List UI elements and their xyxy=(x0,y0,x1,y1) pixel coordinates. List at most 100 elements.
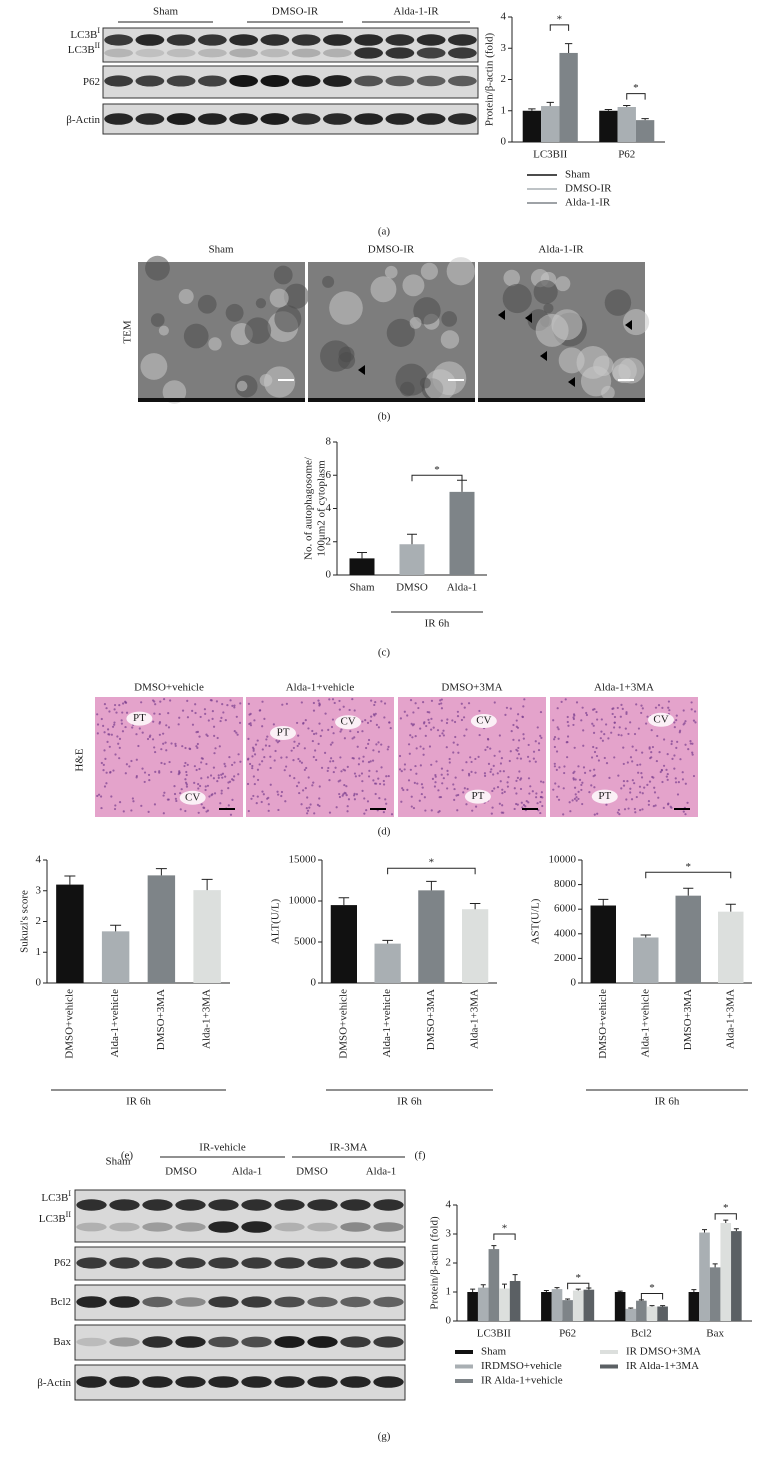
he-nucleus xyxy=(361,720,364,723)
blot-band xyxy=(291,48,321,58)
panel-label: (c) xyxy=(378,647,391,659)
he-nucleus xyxy=(629,791,632,794)
he-nucleus xyxy=(195,768,198,772)
row-label: β-Actin xyxy=(66,114,100,126)
he-nucleus xyxy=(186,716,190,719)
he-nucleus xyxy=(204,788,207,792)
blot-band xyxy=(416,75,446,87)
he-nucleus xyxy=(412,806,416,810)
he-nucleus xyxy=(212,766,216,769)
he-nucleus xyxy=(269,755,272,758)
he-nucleus xyxy=(490,768,493,771)
blot-band xyxy=(104,48,133,58)
he-nucleus xyxy=(343,737,346,740)
he-nucleus xyxy=(380,766,383,769)
he-nucleus xyxy=(256,795,259,798)
he-nucleus xyxy=(311,739,314,743)
he-nucleus xyxy=(683,722,686,725)
he-nucleus xyxy=(650,729,653,732)
he-nucleus xyxy=(527,777,531,780)
he-nucleus xyxy=(199,715,202,719)
he-nucleus xyxy=(366,721,370,724)
he-nucleus xyxy=(441,782,444,785)
he-nucleus xyxy=(493,754,496,757)
he-nucleus xyxy=(557,728,560,731)
he-nucleus xyxy=(575,796,578,799)
bar xyxy=(657,1306,668,1321)
legend-label: IRDMSO+vehicle xyxy=(481,1360,562,1372)
he-nucleus xyxy=(420,792,423,796)
blot-band xyxy=(274,1257,305,1269)
x-tick-label: DMSO+vehicle xyxy=(597,989,609,1059)
he-nucleus xyxy=(438,734,441,737)
he-nucleus xyxy=(296,744,299,748)
image-title: DMSO+3MA xyxy=(441,682,502,694)
he-nucleus xyxy=(246,782,250,786)
he-nucleus xyxy=(575,799,578,802)
he-image xyxy=(95,697,243,817)
he-nucleus xyxy=(580,783,583,787)
blot-band xyxy=(175,1297,206,1307)
he-nucleus xyxy=(357,763,360,766)
he-nucleus xyxy=(114,804,117,807)
blot-band xyxy=(274,1222,305,1232)
row-label-text: P62 xyxy=(83,76,100,88)
blot-band xyxy=(260,113,290,125)
subgroup-label: Alda-1 xyxy=(366,1166,397,1178)
row-label: LC3BI xyxy=(70,26,100,41)
he-nucleus xyxy=(403,763,407,766)
he-nucleus xyxy=(414,735,417,738)
he-nucleus xyxy=(593,768,596,771)
he-nucleus xyxy=(467,702,471,705)
he-nucleus xyxy=(641,808,644,811)
he-nucleus xyxy=(622,784,626,787)
he-nucleus xyxy=(448,761,451,764)
x-tick-label: Alda-1+3MA xyxy=(201,989,213,1049)
he-nucleus xyxy=(629,787,632,790)
he-nucleus xyxy=(212,725,216,728)
he-nucleus xyxy=(159,700,162,703)
he-nucleus xyxy=(599,737,602,740)
he-nucleus xyxy=(650,756,653,759)
blot-band xyxy=(354,75,383,87)
he-nucleus xyxy=(162,794,165,797)
he-nucleus xyxy=(648,746,651,749)
row-label: LC3BII xyxy=(39,1210,72,1225)
he-nucleus xyxy=(483,772,487,775)
error-bar xyxy=(623,104,631,107)
he-nucleus xyxy=(108,710,111,713)
x-tick-label: Bcl2 xyxy=(631,1328,652,1340)
image-title: Sham xyxy=(208,244,234,256)
tem-texture xyxy=(370,276,397,303)
he-nucleus xyxy=(593,750,597,754)
he-nucleus xyxy=(377,726,380,729)
he-nucleus xyxy=(676,740,679,743)
x-tick-label: Alda-1+3MA xyxy=(724,989,736,1049)
he-nucleus xyxy=(154,770,157,773)
blot-band xyxy=(385,75,415,87)
blot-band xyxy=(198,34,227,46)
he-nucleus xyxy=(419,745,422,748)
he-nucleus xyxy=(199,784,202,788)
row-label-sup: I xyxy=(68,1189,71,1198)
he-nucleus xyxy=(512,723,515,727)
he-nucleus xyxy=(251,755,254,758)
blot-band xyxy=(307,1336,338,1348)
error-bar xyxy=(501,1283,507,1289)
he-nucleus xyxy=(503,790,506,794)
y-tick-label: 5000 xyxy=(294,936,317,948)
he-nucleus xyxy=(671,757,674,760)
he-nucleus xyxy=(375,770,378,773)
blot-band xyxy=(260,75,290,87)
arrowhead xyxy=(540,351,547,361)
he-nucleus xyxy=(627,807,630,810)
he-nucleus xyxy=(537,748,541,752)
y-axis-label: ALT(U/L) xyxy=(270,898,282,944)
he-nucleus xyxy=(247,737,250,740)
he-nucleus xyxy=(288,774,292,777)
he-nucleus xyxy=(478,733,481,737)
blot-band xyxy=(274,1199,305,1211)
he-nucleus xyxy=(627,732,630,736)
error-bar xyxy=(426,880,437,891)
